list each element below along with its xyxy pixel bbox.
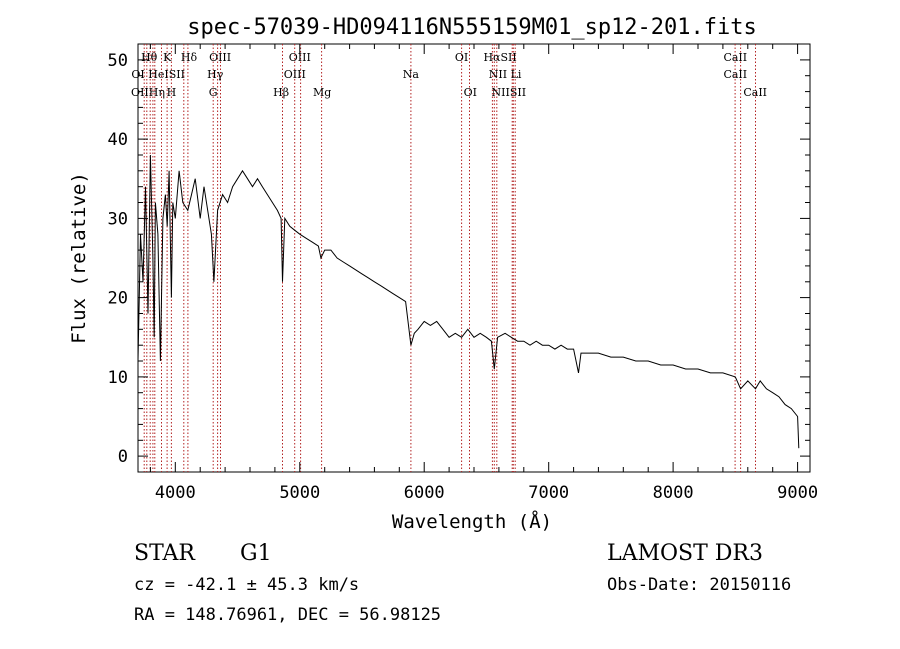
y-axis-ticks: 0 10 20 30 40 50 [108, 51, 810, 467]
y-tick-label: 40 [108, 130, 128, 150]
x-axis-ticks: 4000 5000 6000 7000 8000 9000 [149, 44, 818, 503]
coordinates: RA = 148.76961, DEC = 56.98125 [134, 605, 441, 625]
spectral-line-label: H [167, 86, 177, 99]
y-tick-label: 20 [108, 289, 128, 309]
plot-frame [137, 43, 811, 473]
spectral-line-label: G [209, 86, 218, 99]
x-tick-label: 6000 [404, 483, 445, 503]
x-tick-label: 8000 [653, 483, 694, 503]
spectral-line-label: Mg [313, 86, 331, 99]
object-class: STAR [134, 541, 196, 566]
redshift-velocity: cz = -42.1 ± 45.3 km/s [134, 575, 359, 595]
x-axis-label: Wavelength (Å) [392, 510, 552, 533]
plot-area: Hθ K Hδ OIII OIII OI HαSII CaII OI HeISII Hγ OIII Na… [108, 43, 818, 503]
spectral-line-label: CaII [723, 51, 747, 64]
spectral-line-label: NIISII [492, 86, 527, 99]
spectral-line-label: HαSII [483, 51, 516, 64]
y-axis-label: Flux (relative) [68, 172, 90, 344]
y-tick-label: 30 [108, 209, 128, 229]
spectral-line-label: Hθ [141, 51, 158, 64]
y-tick-label: 50 [108, 51, 128, 71]
spectral-line-label: OIII [284, 68, 306, 81]
spectral-line-label: OIII [289, 51, 311, 64]
spectral-line-label: OI [455, 51, 468, 64]
x-tick-label: 4000 [155, 483, 196, 503]
spectral-line-label: Hδ [181, 51, 198, 64]
spectral-line-label: NII Li [489, 68, 522, 81]
survey-name: LAMOST DR3 [607, 541, 763, 566]
spectral-line-label: OI [131, 68, 144, 81]
y-tick-label: 0 [118, 447, 128, 467]
x-tick-label: 5000 [279, 483, 320, 503]
observation-date: Obs-Date: 20150116 [607, 575, 791, 595]
spectral-line-labels: Hθ K Hδ OIII OIII OI HαSII CaII OI HeISII Hγ OIII Na… [131, 51, 767, 99]
spectral-line-label: Na [403, 68, 420, 81]
chart-title: spec-57039-HD094116N555159M01_sp12-201.f… [187, 15, 757, 40]
spectral-line-label: OIIHη [131, 86, 165, 99]
x-tick-label: 7000 [528, 483, 569, 503]
spectral-line-label: HeISII [148, 68, 185, 81]
spectral-line-label: Hγ [207, 68, 224, 81]
spectral-line-label: CaII [723, 68, 747, 81]
x-tick-label: 9000 [777, 483, 818, 503]
spectral-line-label: Hβ [273, 86, 289, 99]
y-tick-label: 10 [108, 368, 128, 388]
spectral-line-label: K [163, 51, 172, 64]
spectrum-line [137, 154, 800, 449]
spectral-line-label: CaII [743, 86, 767, 99]
spectral-line-markers [143, 44, 756, 472]
spectral-line-label: OIII [209, 51, 231, 64]
spectral-line-label: OI [464, 86, 477, 99]
object-subclass: G1 [240, 541, 272, 566]
